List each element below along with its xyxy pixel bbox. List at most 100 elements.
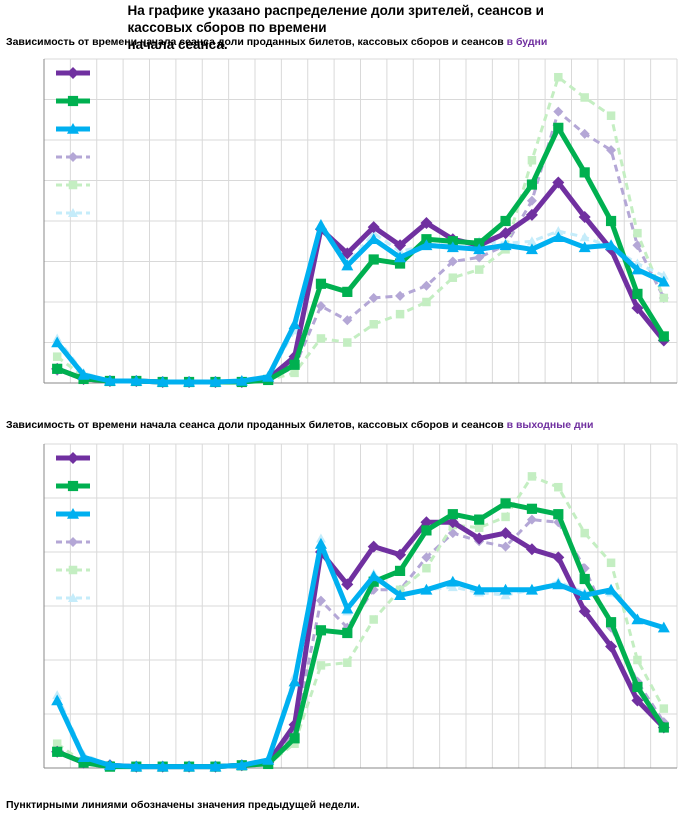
legend-swatch-marker bbox=[68, 537, 78, 547]
data-point bbox=[580, 528, 589, 538]
data-point bbox=[658, 722, 669, 733]
weekday-chart-title-accent: в будни bbox=[506, 36, 548, 48]
data-point bbox=[605, 239, 618, 251]
data-point bbox=[658, 331, 669, 342]
data-point bbox=[77, 368, 90, 380]
legend-item-boxoffice-prev bbox=[56, 565, 90, 575]
data-point bbox=[554, 482, 563, 492]
data-point bbox=[420, 239, 433, 251]
legend-item-viewers-prev bbox=[56, 537, 90, 547]
data-point bbox=[552, 551, 565, 564]
data-point bbox=[315, 278, 327, 289]
weekend-gridlines bbox=[43, 443, 678, 769]
data-point bbox=[633, 228, 642, 238]
data-point bbox=[52, 363, 63, 374]
data-point bbox=[525, 208, 538, 221]
data-point bbox=[527, 156, 537, 165]
data-point bbox=[526, 503, 538, 514]
series-line-sessions bbox=[55, 222, 665, 385]
data-point bbox=[580, 93, 589, 102]
data-point bbox=[314, 537, 327, 549]
data-point bbox=[633, 655, 642, 665]
data-point bbox=[209, 375, 222, 387]
data-point bbox=[395, 290, 406, 301]
data-point bbox=[578, 241, 591, 253]
data-point bbox=[605, 215, 617, 227]
data-point bbox=[606, 558, 616, 568]
data-point bbox=[156, 375, 169, 387]
data-point bbox=[659, 293, 669, 303]
data-point bbox=[605, 583, 618, 595]
legend-swatch-marker bbox=[67, 480, 79, 492]
data-point bbox=[77, 751, 90, 762]
data-point bbox=[130, 760, 143, 772]
data-point bbox=[579, 573, 590, 585]
page-title-line2: начала сеанса. bbox=[127, 37, 228, 52]
legend-item-sessions bbox=[56, 508, 90, 519]
data-point bbox=[422, 563, 431, 573]
legend-item-sessions-prev bbox=[56, 208, 90, 217]
data-point bbox=[447, 509, 458, 520]
data-point bbox=[367, 233, 380, 245]
data-point bbox=[579, 232, 590, 242]
data-point bbox=[525, 583, 538, 595]
data-point bbox=[209, 760, 222, 772]
data-point bbox=[343, 338, 352, 347]
data-point bbox=[500, 498, 511, 509]
data-point bbox=[315, 595, 326, 606]
legend-item-viewers-prev bbox=[56, 152, 90, 162]
weekday-gridlines bbox=[43, 58, 678, 384]
data-point bbox=[51, 694, 64, 706]
data-point bbox=[341, 578, 354, 591]
data-point bbox=[446, 575, 459, 587]
data-point bbox=[368, 292, 379, 303]
weekend-legend bbox=[56, 452, 90, 602]
data-point bbox=[578, 605, 591, 618]
page-title-line1: На графике указано распределение доли зр… bbox=[127, 3, 544, 35]
weekday-legend bbox=[56, 67, 90, 217]
legend-swatch-marker bbox=[67, 67, 79, 79]
data-point bbox=[394, 589, 407, 600]
data-point bbox=[578, 589, 591, 600]
data-point bbox=[394, 258, 406, 269]
data-point bbox=[500, 215, 511, 227]
legend-swatch-marker bbox=[67, 95, 79, 107]
data-point bbox=[446, 516, 459, 529]
weekend-chart bbox=[43, 443, 678, 773]
data-point bbox=[289, 733, 300, 744]
data-point bbox=[500, 541, 511, 552]
data-point bbox=[632, 288, 643, 299]
legend-swatch-marker bbox=[68, 208, 78, 217]
data-point bbox=[606, 145, 617, 156]
weekend-chart-title-text: Зависимость от времени начала сеанса дол… bbox=[6, 419, 504, 431]
data-point bbox=[289, 359, 300, 370]
data-point bbox=[553, 226, 564, 236]
data-point bbox=[316, 334, 326, 343]
data-point bbox=[420, 583, 433, 595]
data-point bbox=[341, 259, 354, 271]
data-point bbox=[526, 514, 537, 525]
data-point bbox=[447, 256, 458, 267]
data-point bbox=[288, 318, 301, 330]
data-point bbox=[473, 532, 486, 545]
data-point bbox=[447, 528, 458, 539]
data-point bbox=[103, 374, 116, 386]
data-point bbox=[499, 583, 512, 595]
data-point bbox=[368, 584, 379, 595]
legend-swatch-marker bbox=[68, 565, 78, 575]
legend-swatch-marker bbox=[67, 123, 79, 134]
legend-item-boxoffice-prev bbox=[56, 180, 90, 190]
data-point bbox=[130, 374, 143, 386]
data-point bbox=[448, 273, 458, 282]
data-point bbox=[394, 565, 406, 576]
data-point bbox=[183, 760, 196, 772]
series-line-sessions bbox=[54, 541, 665, 770]
data-point bbox=[474, 238, 485, 249]
data-point bbox=[315, 625, 327, 636]
data-point bbox=[235, 759, 248, 771]
data-point bbox=[421, 552, 432, 563]
data-point bbox=[262, 370, 275, 382]
weekend-chart-title: Зависимость от времени начала сеанса дол… bbox=[6, 419, 593, 431]
data-point bbox=[473, 243, 486, 255]
data-point bbox=[51, 336, 64, 348]
